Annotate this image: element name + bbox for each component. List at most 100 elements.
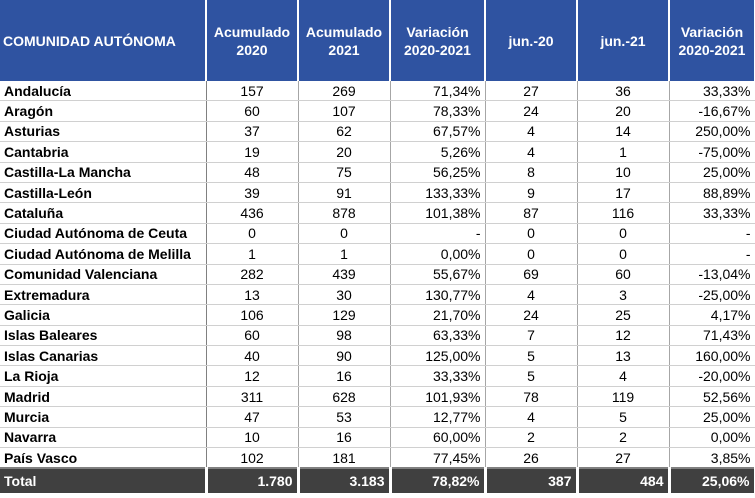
acumulado-2021-cell: 878 (298, 202, 391, 224)
variacion-acumulado-cell: 55,67% (390, 264, 486, 285)
jun-20-cell: 24 (485, 100, 578, 122)
variacion-acumulado-cell: 130,77% (390, 284, 486, 306)
comunidad-cell: Galicia (0, 304, 207, 326)
acumulado-2021-cell: 439 (298, 264, 391, 285)
header-variacion-acumulado: Variación 2020-2021 (390, 0, 486, 81)
table-row: País Vasco 102 181 77,45% 26 27 3,85% (0, 447, 755, 469)
total-acumulado-2021: 3.183 (298, 467, 392, 494)
variacion-acumulado-cell: 33,33% (390, 365, 486, 387)
header-variacion-junio: Variación 2020-2021 (669, 0, 755, 81)
table-row: Comunidad Valenciana 282 439 55,67% 69 60 -13,… (0, 264, 755, 285)
variacion-junio-cell: 0,00% (669, 427, 755, 449)
comunidad-cell: Cataluña (0, 202, 207, 224)
acumulado-2020-cell: 40 (206, 345, 299, 367)
jun-20-cell: 26 (485, 447, 578, 469)
comunidad-cell: Castilla-León (0, 182, 207, 204)
jun-20-cell: 4 (485, 284, 578, 306)
comunidad-cell: Cantabria (0, 141, 207, 163)
jun-20-cell: 4 (485, 406, 578, 428)
header-acumulado-2020: Acumulado 2020 (206, 0, 299, 81)
comunidad-cell: Comunidad Valenciana (0, 264, 207, 285)
acumulado-2020-cell: 19 (206, 141, 299, 163)
comunidad-cell: Ciudad Autónoma de Ceuta (0, 223, 207, 245)
total-label: Total (0, 467, 208, 494)
variacion-junio-cell: -25,00% (669, 284, 755, 306)
jun-21-cell: 116 (577, 202, 670, 224)
acumulado-2020-cell: 12 (206, 365, 299, 387)
variacion-acumulado-cell: 12,77% (390, 406, 486, 428)
comunidad-cell: Murcia (0, 406, 207, 428)
acumulado-2021-cell: 181 (298, 447, 391, 469)
variacion-junio-cell: - (669, 223, 755, 245)
total-row: Total 1.780 3.183 78,82% 387 484 25,06% (0, 467, 755, 494)
acumulado-2020-cell: 282 (206, 264, 299, 285)
comunidad-cell: Islas Baleares (0, 325, 207, 347)
acumulado-2021-cell: 98 (298, 325, 391, 347)
variacion-junio-cell: 4,17% (669, 304, 755, 326)
acumulado-2021-cell: 90 (298, 345, 391, 367)
jun-20-cell: 27 (485, 81, 578, 102)
jun-21-cell: 4 (577, 365, 670, 387)
variacion-junio-cell: 250,00% (669, 121, 755, 143)
header-jun-21: jun.-21 (577, 0, 670, 81)
jun-20-cell: 4 (485, 141, 578, 163)
jun-21-cell: 1 (577, 141, 670, 163)
variacion-acumulado-cell: 60,00% (390, 427, 486, 449)
table-row: Cantabria 19 20 5,26% 4 1 -75,00% (0, 141, 755, 163)
comunidad-cell: Islas Canarias (0, 345, 207, 367)
table-row: Murcia 47 53 12,77% 4 5 25,00% (0, 406, 755, 428)
jun-20-cell: 69 (485, 264, 578, 285)
jun-21-cell: 3 (577, 284, 670, 306)
acumulado-2020-cell: 1 (206, 243, 299, 265)
variacion-acumulado-cell: 0,00% (390, 243, 486, 265)
header-comunidad: COMUNIDAD AUTÓNOMA (0, 0, 207, 81)
comunidad-cell: Aragón (0, 100, 207, 122)
variacion-acumulado-cell: 101,93% (390, 386, 486, 408)
table-header: COMUNIDAD AUTÓNOMA Acumulado 2020 Acumul… (0, 0, 755, 81)
jun-21-cell: 10 (577, 162, 670, 183)
acumulado-2021-cell: 53 (298, 406, 391, 428)
jun-20-cell: 0 (485, 223, 578, 245)
acumulado-2020-cell: 436 (206, 202, 299, 224)
acumulado-2021-cell: 107 (298, 100, 391, 122)
variacion-junio-cell: 88,89% (669, 182, 755, 204)
variacion-junio-cell: -75,00% (669, 141, 755, 163)
variacion-acumulado-cell: - (390, 223, 486, 245)
acumulado-2020-cell: 13 (206, 284, 299, 306)
total-variacion-junio: 25,06% (669, 467, 755, 494)
jun-21-cell: 14 (577, 121, 670, 143)
variacion-acumulado-cell: 56,25% (390, 162, 486, 183)
acumulado-2021-cell: 628 (298, 386, 391, 408)
variacion-acumulado-cell: 101,38% (390, 202, 486, 224)
acumulado-2021-cell: 30 (298, 284, 391, 306)
variacion-junio-cell: 52,56% (669, 386, 755, 408)
comunidad-cell: Navarra (0, 427, 207, 449)
acumulado-2021-cell: 75 (298, 162, 391, 183)
variacion-junio-cell: 25,00% (669, 162, 755, 183)
jun-20-cell: 8 (485, 162, 578, 183)
jun-20-cell: 87 (485, 202, 578, 224)
table-row: Andalucía 157 269 71,34% 27 36 33,33% (0, 81, 755, 102)
variacion-junio-cell: 33,33% (669, 202, 755, 224)
table-row: Galicia 106 129 21,70% 24 25 4,17% (0, 304, 755, 326)
acumulado-2020-cell: 311 (206, 386, 299, 408)
jun-21-cell: 36 (577, 81, 670, 102)
acumulado-2021-cell: 16 (298, 427, 391, 449)
jun-20-cell: 5 (485, 365, 578, 387)
table-body: Andalucía 157 269 71,34% 27 36 33,33% Aragón 60 1… (0, 81, 755, 469)
comunidad-cell: La Rioja (0, 365, 207, 387)
jun-20-cell: 5 (485, 345, 578, 367)
table-row: Cataluña 436 878 101,38% 87 116 33,33% (0, 202, 755, 224)
variacion-junio-cell: 3,85% (669, 447, 755, 469)
table-row: Extremadura 13 30 130,77% 4 3 -25,00% (0, 284, 755, 306)
jun-21-cell: 20 (577, 100, 670, 122)
acumulado-2020-cell: 47 (206, 406, 299, 428)
table-row: Ciudad Autónoma de Melilla 1 1 0,00% 0 0- (0, 243, 755, 265)
acumulado-2021-cell: 16 (298, 365, 391, 387)
jun-21-cell: 27 (577, 447, 670, 469)
acumulado-2021-cell: 20 (298, 141, 391, 163)
variacion-acumulado-cell: 133,33% (390, 182, 486, 204)
acumulado-2021-cell: 0 (298, 223, 391, 245)
variacion-acumulado-cell: 5,26% (390, 141, 486, 163)
table-row: Madrid 311 628 101,93% 78 119 52,56% (0, 386, 755, 408)
